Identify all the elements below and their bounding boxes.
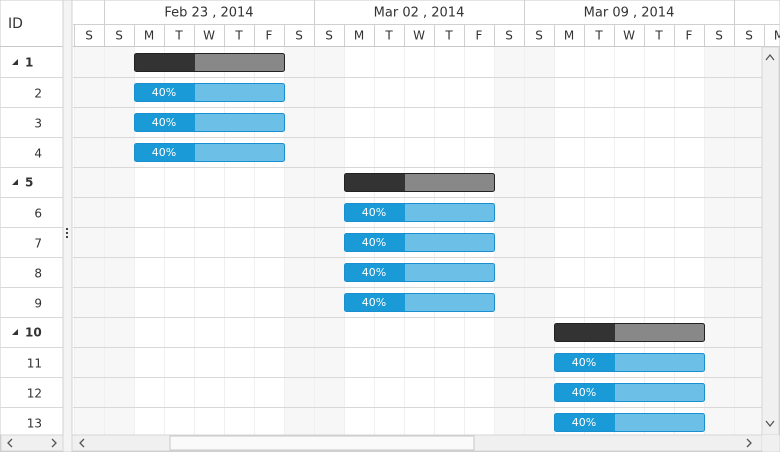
day-label: S <box>115 29 123 43</box>
task-progress <box>345 264 405 281</box>
weekend-column <box>284 47 314 435</box>
task-progress <box>135 84 195 101</box>
day-label: S <box>745 29 753 43</box>
day-label: T <box>174 29 183 43</box>
task-progress <box>345 294 405 311</box>
id-header: ID <box>8 16 23 32</box>
day-label: W <box>413 29 425 43</box>
task-progress <box>345 204 405 221</box>
task-progress <box>135 114 195 131</box>
task-id: 11 <box>27 357 42 371</box>
progress-label: 40% <box>362 236 386 249</box>
progress-label: 40% <box>152 146 176 159</box>
expand-toggle[interactable] <box>12 59 18 65</box>
task-progress <box>555 414 615 431</box>
splitter[interactable] <box>62 0 73 452</box>
task-id: 4 <box>34 147 42 161</box>
task-id: 7 <box>34 237 42 251</box>
timeline-header: S S M T W T F S S M T W T F S S M T W T F S S M Feb 23 , 2014 Mar… <box>73 0 780 47</box>
day-label: S <box>325 29 333 43</box>
day-label: S <box>505 29 513 43</box>
day-label: S <box>295 29 303 43</box>
progress-label: 40% <box>152 86 176 99</box>
task-id: 5 <box>25 176 33 190</box>
weekend-column <box>104 47 134 435</box>
progress-label: 40% <box>362 206 386 219</box>
day-label: S <box>715 29 723 43</box>
task-id: 10 <box>25 326 42 340</box>
timeline-body: 40% 40% 40% 40% 40% 40% 40% 40% 40% 40% <box>73 47 762 435</box>
day-label: W <box>623 29 635 43</box>
expand-toggle[interactable] <box>12 329 18 335</box>
summary-progress <box>345 174 405 191</box>
task-progress <box>345 234 405 251</box>
task-id: 8 <box>34 267 42 281</box>
task-id: 1 <box>25 56 33 70</box>
task-id: 13 <box>27 417 42 431</box>
day-label: T <box>444 29 453 43</box>
progress-label: 40% <box>572 416 596 429</box>
task-progress <box>555 354 615 371</box>
horizontal-scrollbar-right[interactable] <box>71 434 763 452</box>
day-label: W <box>203 29 215 43</box>
progress-label: 40% <box>572 386 596 399</box>
day-label: F <box>686 29 693 43</box>
week-label: Mar 09 , 2014 <box>584 6 675 21</box>
week-label: Feb 23 , 2014 <box>164 6 253 21</box>
day-label: T <box>594 29 603 43</box>
day-label: F <box>266 29 273 43</box>
task-progress <box>135 144 195 161</box>
day-label: T <box>384 29 393 43</box>
day-label: T <box>654 29 663 43</box>
day-label: M <box>774 29 780 43</box>
task-id: 3 <box>34 117 42 131</box>
vertical-scrollbar[interactable] <box>761 46 780 436</box>
summary-progress <box>135 54 195 71</box>
progress-label: 40% <box>362 296 386 309</box>
week-label: Mar 02 , 2014 <box>374 6 465 21</box>
weekend-column <box>314 47 344 435</box>
weekend-column <box>74 47 104 435</box>
day-label: S <box>85 29 93 43</box>
task-id: 12 <box>27 387 42 401</box>
task-progress <box>555 384 615 401</box>
progress-label: 40% <box>152 116 176 129</box>
day-label: M <box>144 29 154 43</box>
weekend-column <box>524 47 554 435</box>
horizontal-scrollbar-left[interactable] <box>0 434 64 452</box>
progress-label: 40% <box>362 266 386 279</box>
progress-label: 40% <box>572 356 596 369</box>
day-label: M <box>564 29 574 43</box>
weekend-column <box>494 47 524 435</box>
task-id: 2 <box>34 87 42 101</box>
splitter-grip <box>66 228 68 238</box>
summary-progress <box>555 324 615 341</box>
day-label: S <box>535 29 543 43</box>
day-label: M <box>354 29 364 43</box>
expand-toggle[interactable] <box>12 179 18 185</box>
scroll-corner <box>762 435 779 451</box>
day-label: F <box>476 29 483 43</box>
task-id: 6 <box>34 207 42 221</box>
task-id: 9 <box>34 297 42 311</box>
day-label: T <box>234 29 243 43</box>
weekend-column <box>734 47 762 435</box>
weekend-column <box>704 47 734 435</box>
